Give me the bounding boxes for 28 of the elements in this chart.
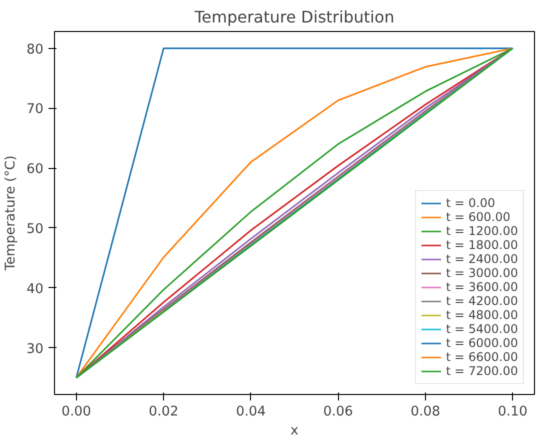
x-tick-label: 0.04 (236, 404, 266, 420)
legend-label: t = 0.00 (446, 196, 496, 210)
legend-label: t = 3000.00 (446, 266, 518, 280)
legend-label: t = 3600.00 (446, 280, 518, 294)
x-tick-label: 0.08 (410, 404, 440, 420)
x-tick-label: 0.02 (148, 404, 178, 420)
legend-label: t = 7200.00 (446, 364, 518, 378)
legend-label: t = 5400.00 (446, 322, 518, 336)
x-tick-label: 0.10 (498, 404, 528, 420)
legend-label: t = 600.00 (446, 210, 510, 224)
x-tick-label: 0.00 (61, 404, 92, 420)
legend-label: t = 1200.00 (446, 224, 518, 238)
chart-title: Temperature Distribution (194, 8, 394, 26)
legend-label: t = 4200.00 (446, 294, 518, 308)
legend-label: t = 4800.00 (446, 308, 518, 322)
y-tick-label: 70 (26, 102, 44, 118)
legend-label: t = 6000.00 (446, 336, 518, 350)
y-axis-title: Temperature (°C) (4, 155, 19, 272)
y-tick-label: 30 (26, 342, 44, 357)
x-tick-label: 0.06 (323, 404, 353, 420)
legend-label: t = 1800.00 (446, 238, 518, 252)
x-axis-title: x (290, 424, 299, 438)
legend-label: t = 6600.00 (446, 350, 518, 364)
y-tick-label: 80 (26, 42, 44, 58)
y-tick-label: 60 (26, 162, 44, 178)
legend-label: t = 2400.00 (446, 252, 518, 266)
y-tick-label: 40 (26, 282, 44, 297)
y-tick-label: 50 (26, 222, 44, 237)
